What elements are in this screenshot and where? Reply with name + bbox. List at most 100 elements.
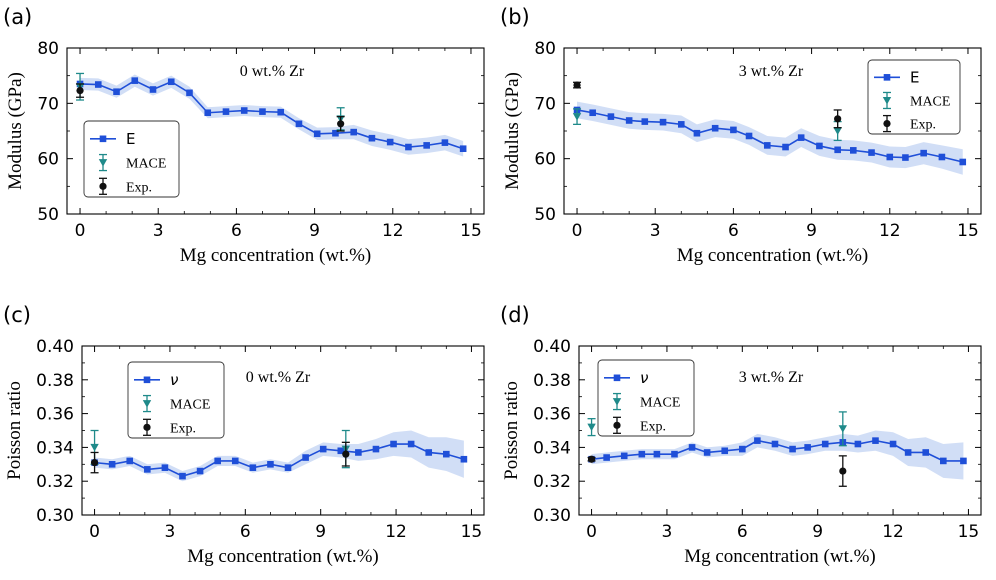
legend-key-mace-marker-triangle <box>98 159 108 167</box>
exp-marker-circle <box>573 81 581 89</box>
data-point-square <box>126 457 134 465</box>
exp-marker-circle <box>587 455 596 463</box>
legend-frame <box>83 120 180 198</box>
data-point-square <box>214 457 221 465</box>
legend: E MACE Exp. <box>83 120 180 198</box>
x-tick-label: 15 <box>957 221 979 241</box>
x-axis-label: Mg concentration (wt.%) <box>180 245 372 266</box>
legend-key-exp-marker-circle <box>883 119 891 128</box>
uncertainty-band <box>94 430 464 482</box>
chart-panel-d: (d) 0 3 6 9 12 15 0.30 0.32 0.34 0.36 0.38 0.40 Mg co… <box>500 303 982 567</box>
data-point-square <box>904 449 912 456</box>
y-tick-label: 0.38 <box>533 371 571 391</box>
x-tick-label: 9 <box>806 221 817 241</box>
legend-label: ν <box>640 369 648 387</box>
legend-entry: MACE <box>98 153 166 172</box>
legend-frame <box>597 359 695 437</box>
data-point-square <box>149 86 157 93</box>
data-point-square <box>763 142 771 149</box>
data-point-square <box>782 143 789 151</box>
legend-key-mace-marker-triangle <box>882 96 892 105</box>
legend-key-exp-marker-circle <box>613 421 621 429</box>
uncertainty-band <box>577 101 963 175</box>
x-tick-label: 6 <box>728 221 739 241</box>
exp-marker-circle <box>90 459 99 467</box>
data-point-square <box>821 440 829 448</box>
data-point-square <box>179 472 186 480</box>
data-point-square <box>332 129 339 137</box>
data-point-square <box>386 138 394 146</box>
x-tick-label: 3 <box>650 221 661 241</box>
legend: E MACE Exp. <box>867 59 961 135</box>
y-tick-label: 70 <box>37 94 59 114</box>
plot-area <box>75 72 467 157</box>
panel-title: 0 wt.% Zr <box>240 63 305 80</box>
data-point-square <box>659 118 667 126</box>
legend-frame <box>127 361 225 439</box>
data-point-square <box>204 109 212 117</box>
exp-marker-circle <box>834 115 842 123</box>
data-point-square <box>920 149 927 157</box>
legend-entry: MACE <box>142 394 210 413</box>
mace-marker-triangle <box>833 127 842 135</box>
legend-label: Exp. <box>910 118 936 133</box>
exp-marker-circle <box>76 87 84 95</box>
data-point-square <box>854 440 862 448</box>
exp-marker-circle <box>839 467 847 475</box>
x-axis-label: Mg concentration (wt.%) <box>187 546 379 567</box>
y-tick-label: 60 <box>534 150 556 170</box>
y-tick-label: 80 <box>37 39 59 59</box>
y-tick-label: 50 <box>534 205 556 225</box>
exp-marker-circle <box>342 450 350 458</box>
data-point-square <box>443 450 450 458</box>
legend-entry: Exp. <box>883 114 936 133</box>
data-point-square <box>739 445 746 453</box>
legend-label: Exp. <box>640 419 666 434</box>
x-tick-label: 9 <box>309 221 320 241</box>
data-point-square <box>423 142 430 149</box>
legend-key-exp-marker-circle <box>143 423 151 431</box>
x-tick-label: 6 <box>231 221 242 241</box>
data-point-square <box>277 108 285 116</box>
legend-label: Exp. <box>170 421 196 436</box>
legend-label: Exp. <box>126 180 152 195</box>
data-point-square <box>603 454 610 461</box>
data-point-square <box>161 464 169 471</box>
y-tick-label: 0.32 <box>36 472 74 492</box>
panel-label: (c) <box>3 303 31 327</box>
x-axis-label: Mg concentration (wt.%) <box>684 546 876 567</box>
mace-marker-triangle <box>587 423 596 432</box>
legend-entry: MACE <box>612 392 680 411</box>
legend: ν MACE Exp. <box>127 361 225 439</box>
data-point-square <box>313 130 321 138</box>
legend-label: E <box>910 68 919 86</box>
data-point-square <box>849 147 857 154</box>
data-point-square <box>425 449 433 456</box>
x-tick-label: 12 <box>879 221 901 241</box>
legend-key-square <box>143 376 151 384</box>
data-point-square <box>372 445 380 453</box>
data-point-square <box>186 89 193 97</box>
data-point-square <box>355 449 362 456</box>
y-axis-label: Poisson ratio <box>501 381 522 480</box>
panel-title: 3 wt.% Zr <box>739 369 804 386</box>
data-point-square <box>284 464 292 471</box>
data-point-square <box>620 452 628 460</box>
x-tick-label: 12 <box>882 522 904 542</box>
data-point-square <box>711 124 719 132</box>
data-point-square <box>196 467 204 475</box>
y-tick-label: 80 <box>534 39 556 59</box>
x-tick-label: 15 <box>460 221 482 241</box>
x-tick-label: 15 <box>958 522 980 542</box>
y-tick-label: 0.36 <box>36 405 74 425</box>
y-tick-label: 70 <box>534 94 556 114</box>
legend-key-exp-marker-circle <box>99 182 107 190</box>
legend-label: E <box>126 130 135 148</box>
panel-label: (d) <box>500 303 530 327</box>
data-point-square <box>902 154 909 161</box>
y-tick-label: 0.40 <box>36 337 74 357</box>
x-tick-label: 0 <box>89 522 100 542</box>
data-point-square <box>922 449 930 456</box>
data-point-square <box>677 121 685 128</box>
